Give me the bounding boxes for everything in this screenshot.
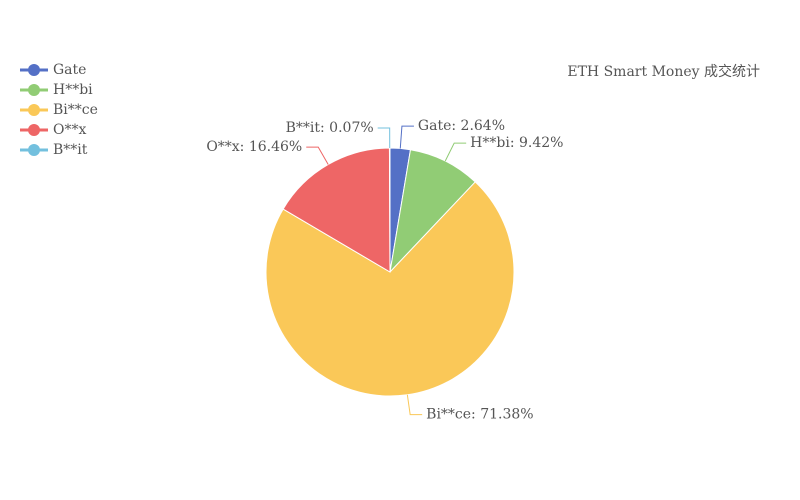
label-line bbox=[444, 142, 467, 162]
legend-icon bbox=[28, 124, 40, 136]
label-line bbox=[406, 394, 423, 416]
legend-label: Bi**ce bbox=[53, 102, 98, 118]
label-line bbox=[399, 125, 414, 149]
data-label: H**bi: 9.42% bbox=[470, 135, 563, 151]
chart-title: ETH Smart Money 成交统计 bbox=[567, 63, 760, 80]
legend-icon bbox=[28, 104, 40, 116]
legend-label: B**it bbox=[53, 142, 88, 158]
legend-label: O**x bbox=[53, 122, 86, 138]
data-label: B**it: 0.07% bbox=[286, 120, 374, 136]
label-line bbox=[377, 127, 391, 149]
legend-label: Gate bbox=[53, 62, 86, 78]
legend-icon bbox=[28, 144, 40, 156]
pie-slice bbox=[388, 147, 391, 273]
legend-icon bbox=[28, 84, 40, 96]
legend-icon bbox=[28, 64, 40, 76]
data-label: Bi**ce: 71.38% bbox=[426, 407, 533, 423]
label-line bbox=[306, 146, 329, 165]
data-label: Gate: 2.64% bbox=[418, 118, 505, 134]
data-label: O**x: 16.46% bbox=[206, 139, 302, 155]
legend-label: H**bi bbox=[53, 82, 93, 98]
